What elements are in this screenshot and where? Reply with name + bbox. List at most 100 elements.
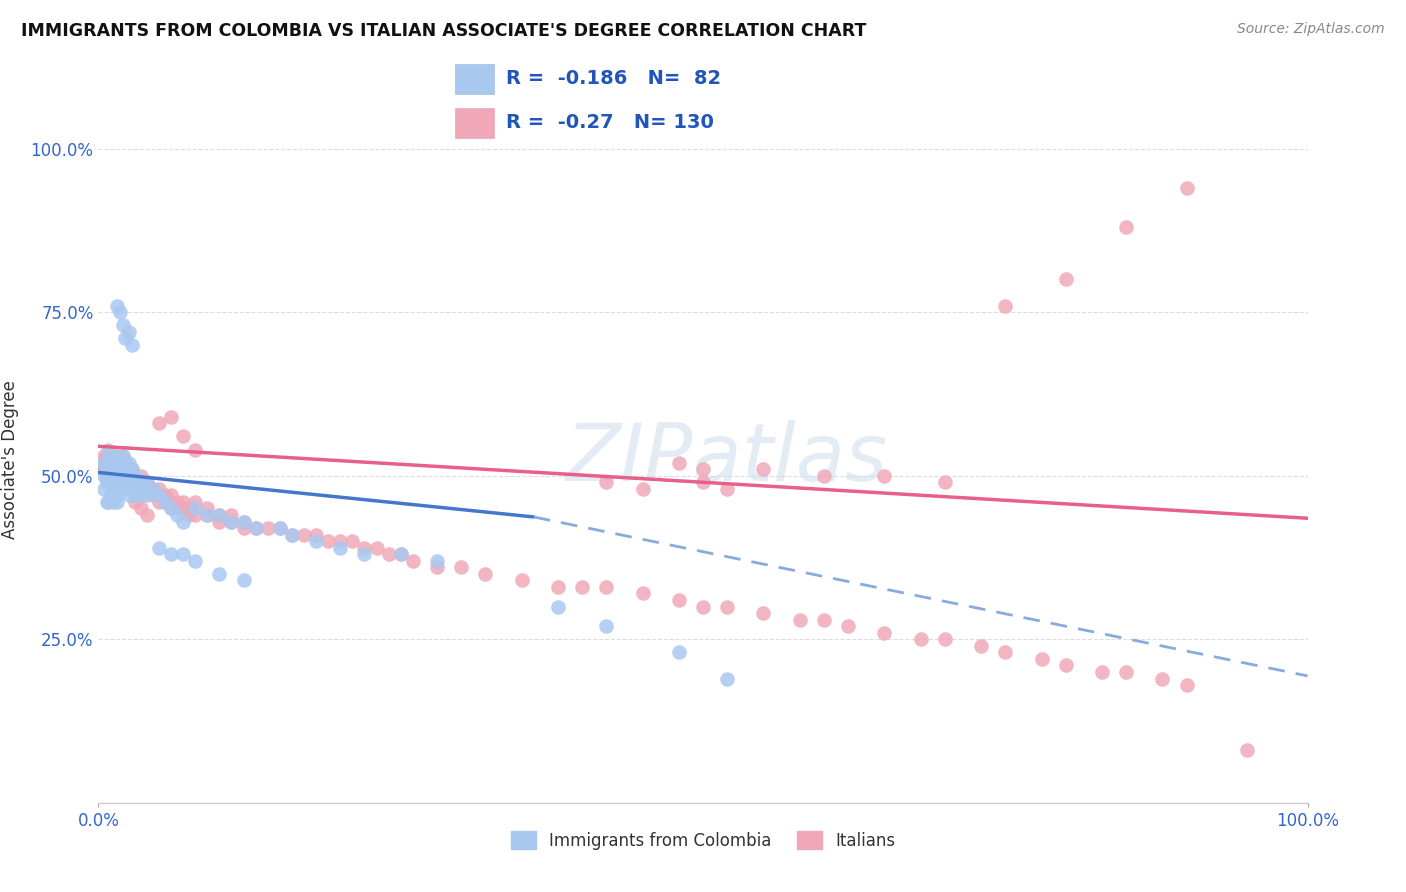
Point	[105, 495, 128, 509]
Point	[111, 318, 134, 333]
Point	[329, 534, 352, 549]
Point	[353, 541, 375, 555]
Point	[142, 488, 165, 502]
Point	[118, 462, 141, 476]
Point	[100, 462, 122, 476]
Point	[256, 521, 278, 535]
Point	[692, 475, 714, 490]
Point	[402, 554, 425, 568]
Point	[668, 645, 690, 659]
Point	[121, 462, 143, 476]
Point	[97, 495, 120, 509]
Point	[716, 599, 738, 614]
Point	[124, 475, 146, 490]
Point	[105, 462, 128, 476]
Point	[789, 613, 811, 627]
Point	[208, 508, 231, 522]
Point	[160, 501, 183, 516]
Point	[105, 462, 128, 476]
Point	[281, 527, 304, 541]
Point	[148, 541, 170, 555]
Point	[142, 482, 165, 496]
Point	[668, 456, 690, 470]
Point	[1054, 272, 1077, 286]
Point	[91, 456, 114, 470]
Point	[96, 495, 118, 509]
Point	[1054, 658, 1077, 673]
Point	[389, 547, 412, 561]
Point	[124, 468, 146, 483]
Point	[166, 501, 188, 516]
Point	[129, 488, 152, 502]
Point	[752, 462, 775, 476]
Point	[195, 501, 218, 516]
Point	[124, 475, 146, 490]
Point	[121, 462, 143, 476]
Point	[813, 468, 835, 483]
Point	[118, 468, 141, 483]
Point	[305, 527, 328, 541]
Point	[305, 534, 328, 549]
Point	[934, 632, 956, 647]
Point	[101, 449, 124, 463]
Point	[595, 619, 617, 633]
Point	[96, 462, 118, 476]
Point	[752, 606, 775, 620]
Point	[118, 462, 141, 476]
Point	[221, 515, 243, 529]
Point	[195, 508, 218, 522]
Point	[108, 456, 131, 470]
Point	[813, 613, 835, 627]
Point	[101, 462, 124, 476]
Point	[94, 456, 117, 470]
Point	[208, 508, 231, 522]
Legend: Immigrants from Colombia, Italians: Immigrants from Colombia, Italians	[505, 825, 901, 856]
Point	[93, 468, 115, 483]
Point	[970, 639, 993, 653]
Point	[1152, 672, 1174, 686]
Point	[114, 468, 136, 483]
Point	[547, 599, 569, 614]
Point	[101, 495, 124, 509]
Point	[96, 475, 118, 490]
Point	[208, 515, 231, 529]
Point	[329, 541, 352, 555]
Point	[100, 468, 122, 483]
Point	[148, 482, 170, 496]
Point	[450, 560, 472, 574]
Point	[105, 475, 128, 490]
Point	[184, 554, 207, 568]
Point	[118, 325, 141, 339]
Point	[111, 462, 134, 476]
Point	[153, 495, 176, 509]
Point	[166, 495, 188, 509]
Point	[124, 468, 146, 483]
Point	[135, 482, 157, 496]
Point	[184, 495, 207, 509]
Point	[1115, 665, 1137, 679]
Point	[166, 508, 188, 522]
Point	[105, 468, 128, 483]
Point	[245, 521, 267, 535]
Point	[837, 619, 859, 633]
Point	[129, 475, 152, 490]
Point	[631, 586, 654, 600]
Point	[292, 527, 315, 541]
Point	[366, 541, 388, 555]
Point	[160, 488, 183, 502]
Point	[1175, 181, 1198, 195]
Point	[114, 462, 136, 476]
Point	[100, 475, 122, 490]
Point	[135, 475, 157, 490]
Point	[1091, 665, 1114, 679]
Point	[124, 495, 146, 509]
Point	[221, 515, 243, 529]
Point	[118, 456, 141, 470]
Point	[1115, 220, 1137, 235]
Point	[108, 462, 131, 476]
Point	[135, 508, 157, 522]
Point	[129, 501, 152, 516]
Point	[269, 521, 291, 535]
Point	[873, 468, 896, 483]
Point	[93, 456, 115, 470]
